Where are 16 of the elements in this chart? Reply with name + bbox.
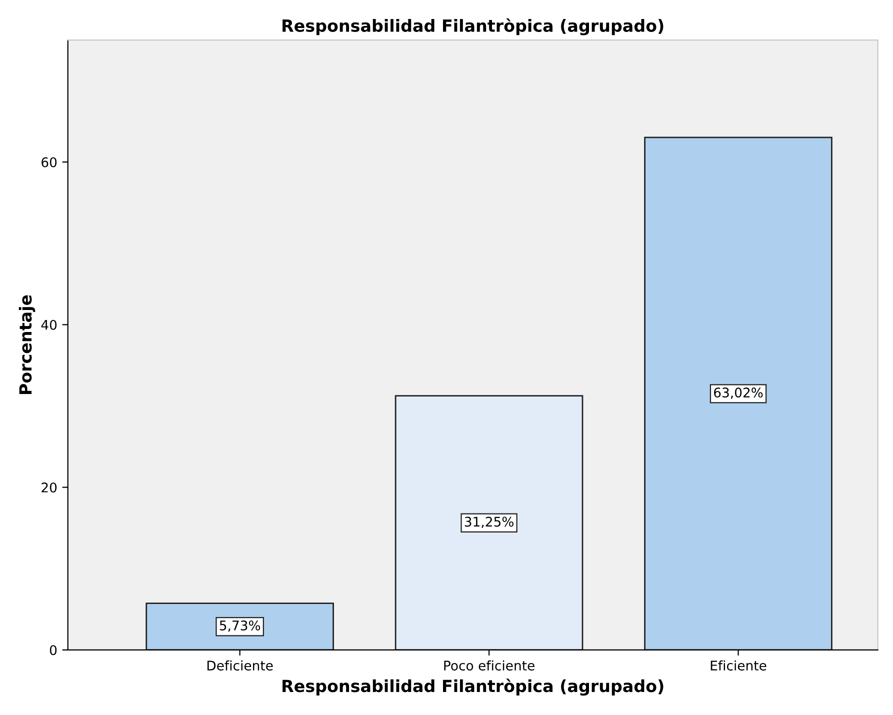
- x-axis-title: Responsabilidad Filantròpica (agrupado): [282, 678, 664, 696]
- y-tick-label: 40: [41, 320, 57, 330]
- bar: [644, 136, 832, 650]
- x-tick-label: Poco eficiente: [444, 660, 534, 671]
- y-tick-label: 60: [42, 157, 57, 168]
- y-tick-label: 0: [50, 645, 57, 656]
- bar: [146, 602, 334, 650]
- data-label: 5,73%: [220, 620, 260, 632]
- x-tick-label: Deficiente: [207, 660, 273, 671]
- y-axis-title: Porcentaje: [18, 295, 36, 394]
- y-tick-label: 20: [42, 482, 57, 492]
- chart-title: Responsabilidad Filantròpica (agrupado): [282, 18, 664, 36]
- data-label: 31,25%: [464, 516, 514, 528]
- bar: [394, 395, 584, 650]
- x-tick-label: Eficiente: [710, 660, 766, 671]
- data-label: 63,02%: [714, 388, 763, 399]
